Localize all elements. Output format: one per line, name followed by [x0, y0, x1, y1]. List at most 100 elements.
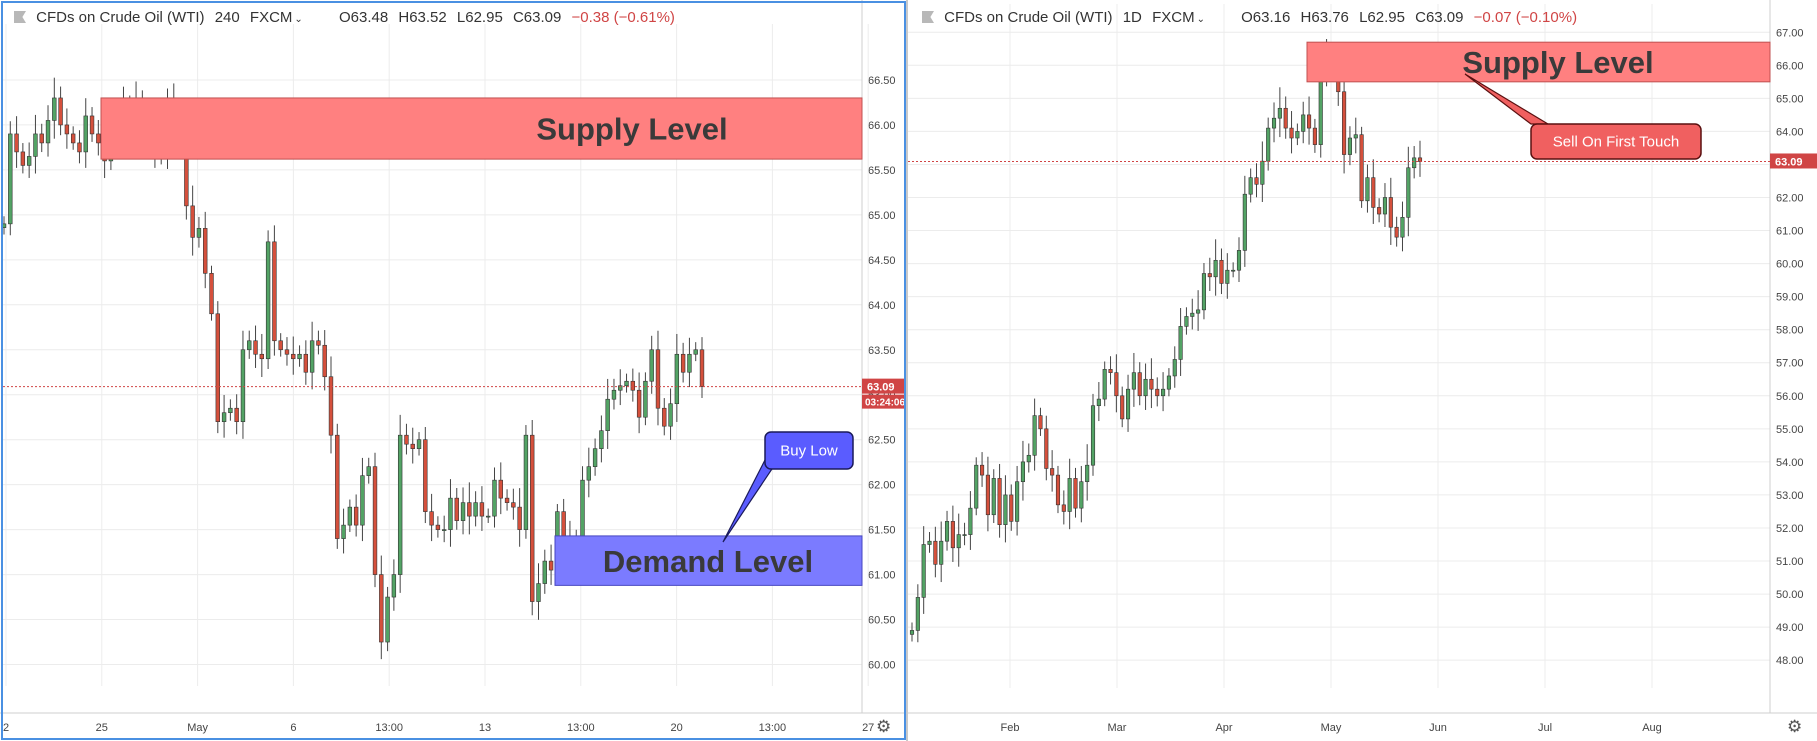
candle-body: [1307, 114, 1312, 129]
symbol-name[interactable]: CFDs on Crude Oil (WTI): [36, 9, 205, 26]
candle-body: [1003, 494, 1008, 525]
x-tick-label: 27: [862, 722, 874, 734]
close-value: C63.09: [512, 9, 562, 26]
y-tick-label: 66.00: [868, 120, 896, 132]
candle-body: [14, 133, 19, 153]
exchange-label[interactable]: FXCM: [249, 9, 293, 26]
candle-body: [649, 349, 654, 382]
candle-body: [1353, 134, 1358, 139]
candle-body: [347, 506, 353, 526]
candle-body: [662, 407, 667, 427]
candle-body: [215, 313, 220, 423]
y-tick-label: 63.50: [868, 345, 896, 357]
chevron-down-icon[interactable]: ⌄: [1196, 14, 1205, 25]
candle-body: [968, 507, 973, 535]
chart-panel-240[interactable]: 60.0060.5061.0061.5062.0062.5063.0063.50…: [0, 0, 906, 741]
candle-body: [360, 475, 365, 526]
candle-body: [1026, 454, 1031, 463]
candle-body: [605, 398, 610, 431]
gear-icon[interactable]: ⚙: [1787, 717, 1803, 736]
last-price-tag: [862, 378, 906, 394]
candle-body: [486, 515, 491, 518]
x-tick-label: 25: [96, 722, 108, 734]
candle-body: [247, 340, 252, 351]
supply-zone: [100, 97, 863, 160]
candle-body: [83, 115, 88, 153]
candle-body: [96, 133, 101, 144]
candle-body: [1213, 259, 1218, 278]
candle-body: [1365, 177, 1370, 202]
candle-body: [1166, 375, 1171, 390]
candle-body: [278, 340, 283, 351]
candle-body: [1312, 127, 1317, 145]
candle-body: [974, 464, 979, 509]
candle-body: [511, 502, 516, 508]
candle-body: [259, 353, 265, 360]
y-tick-label: 65.00: [1776, 93, 1804, 105]
candle-body: [680, 353, 686, 373]
gear-icon[interactable]: ⚙: [876, 717, 892, 736]
candle-body: [1137, 372, 1142, 397]
candle-body: [1225, 269, 1230, 284]
y-tick-label: 60.00: [1776, 259, 1804, 271]
candle-body: [1114, 372, 1119, 397]
candle-body: [297, 353, 302, 360]
candle-body: [196, 228, 202, 238]
candle-body: [668, 403, 673, 427]
candle-body: [33, 133, 38, 157]
symbol-name[interactable]: CFDs on Crude Oil (WTI): [944, 9, 1113, 26]
chart-panel-1d[interactable]: 48.00 49.00 50.00 51.00 52.00 53.00 54.00 55.00…: [908, 0, 1817, 741]
candle-body: [1079, 481, 1084, 509]
y-tick-label: 64.50: [868, 255, 896, 267]
chart-canvas-1d[interactable]: 48.00 49.00 50.00 51.00 52.00 53.00 54.00 55.00…: [908, 0, 1817, 741]
y-tick-label: 65.50: [868, 165, 896, 177]
candle-body: [467, 502, 472, 517]
x-tick-label: May: [187, 722, 208, 734]
y-tick-label: 59.00: [1776, 292, 1804, 304]
candle-body: [674, 353, 680, 405]
candle-body: [473, 502, 478, 517]
y-tick-label: 64.00: [1776, 126, 1804, 138]
y-tick-label: 60.50: [868, 615, 896, 627]
candle-body: [1055, 474, 1061, 506]
candle-body: [1207, 273, 1212, 278]
x-tick-label: May: [1321, 722, 1342, 734]
candle-body: [284, 349, 290, 355]
candle-body: [1120, 395, 1125, 420]
callout-label: Sell On First Touch: [1553, 134, 1679, 151]
candle-body: [328, 376, 334, 436]
candle-body: [1149, 378, 1154, 390]
candle-body: [1190, 312, 1195, 317]
candle-body: [950, 521, 955, 549]
candle-body: [980, 464, 985, 476]
interval-label[interactable]: 1D: [1122, 9, 1142, 26]
candle-body: [1050, 468, 1055, 476]
candle-body: [933, 540, 938, 565]
candle-body: [309, 340, 315, 373]
y-tick-label: 61.00: [868, 570, 896, 582]
chart-canvas-240[interactable]: 60.0060.5061.0061.5062.0062.5063.0063.50…: [0, 0, 906, 741]
candle-body: [498, 479, 503, 499]
candle-body: [203, 228, 208, 274]
candle-body: [234, 407, 239, 423]
interval-label[interactable]: 240: [214, 9, 240, 26]
low-value: L62.95: [456, 9, 503, 26]
candle-body: [1242, 193, 1247, 251]
change-value: −0.07 (−0.10%): [1473, 9, 1578, 26]
exchange-label[interactable]: FXCM: [1152, 9, 1195, 26]
candle-body: [429, 511, 434, 526]
y-tick-label: 48.00: [1776, 655, 1804, 667]
candle-body: [64, 124, 70, 135]
candle-body: [1096, 398, 1101, 407]
chevron-down-icon[interactable]: ⌄: [294, 14, 303, 25]
demand-zone: [554, 535, 863, 586]
candle-body: [1009, 494, 1014, 522]
x-tick-label: Jun: [1429, 722, 1447, 734]
panel-divider[interactable]: [906, 0, 908, 741]
x-tick-label: 2: [3, 722, 9, 734]
candle-body: [1178, 326, 1183, 360]
x-tick-label: Feb: [1001, 722, 1020, 734]
candle-body: [52, 97, 57, 121]
candle-body: [1231, 269, 1236, 272]
y-tick-label: 50.00: [1776, 589, 1804, 601]
